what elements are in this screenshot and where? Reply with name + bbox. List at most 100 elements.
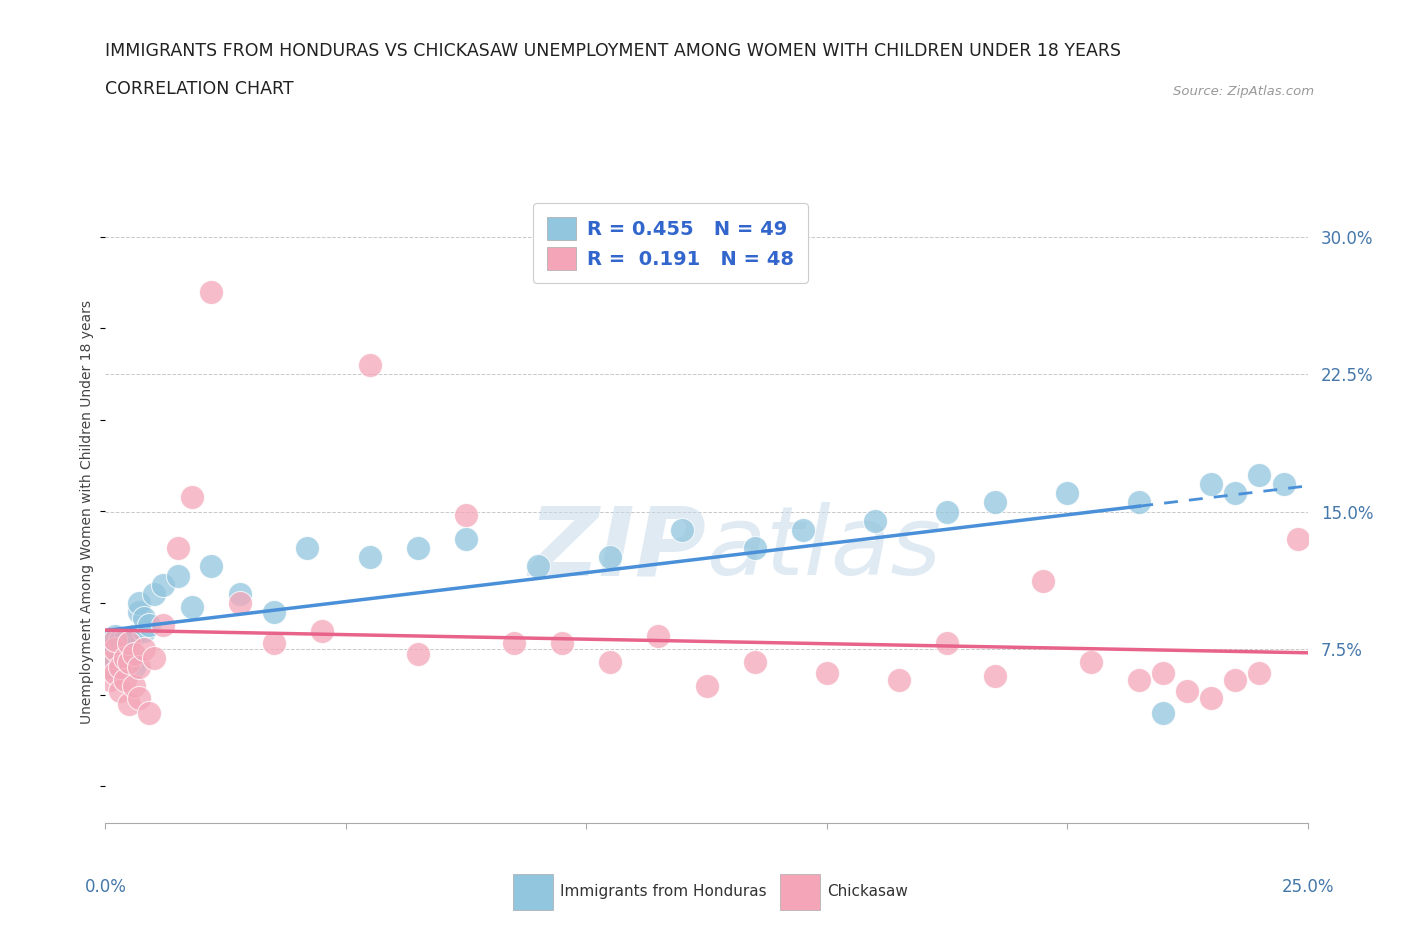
- Point: [166, 568, 188, 583]
- Point: [1201, 476, 1223, 491]
- Point: [647, 629, 669, 644]
- Point: [454, 532, 477, 547]
- Point: [152, 618, 174, 632]
- Point: [118, 636, 141, 651]
- Text: Chickasaw: Chickasaw: [827, 884, 908, 899]
- Point: [671, 523, 693, 538]
- Point: [132, 642, 155, 657]
- Point: [454, 508, 477, 523]
- Point: [200, 285, 222, 299]
- Point: [118, 651, 141, 666]
- Point: [98, 636, 121, 651]
- Text: Immigrants from Honduras: Immigrants from Honduras: [560, 884, 766, 899]
- Point: [132, 623, 155, 638]
- Point: [744, 540, 766, 555]
- Point: [104, 642, 127, 657]
- Text: 0.0%: 0.0%: [84, 878, 127, 896]
- Point: [114, 647, 136, 662]
- Point: [128, 604, 150, 619]
- Point: [263, 604, 285, 619]
- Point: [229, 596, 252, 611]
- Point: [1056, 485, 1078, 500]
- Point: [263, 636, 285, 651]
- Point: [887, 672, 910, 687]
- Point: [108, 636, 131, 651]
- Point: [108, 684, 131, 698]
- Point: [138, 706, 160, 721]
- Point: [118, 697, 141, 711]
- Point: [114, 672, 136, 687]
- Point: [406, 540, 429, 555]
- Point: [114, 651, 136, 666]
- Point: [297, 540, 319, 555]
- Point: [984, 495, 1007, 510]
- Point: [551, 636, 574, 651]
- Point: [744, 655, 766, 670]
- Point: [98, 655, 121, 670]
- Point: [1225, 485, 1247, 500]
- Point: [124, 660, 146, 675]
- Point: [1201, 691, 1223, 706]
- Point: [359, 357, 381, 372]
- Point: [114, 655, 136, 670]
- Point: [984, 669, 1007, 684]
- Point: [406, 647, 429, 662]
- Point: [696, 678, 718, 693]
- Point: [138, 618, 160, 632]
- Point: [98, 672, 121, 687]
- Text: ZIP: ZIP: [529, 502, 707, 595]
- Point: [181, 599, 204, 614]
- Point: [108, 632, 131, 647]
- Point: [128, 596, 150, 611]
- Point: [98, 647, 121, 662]
- Point: [1249, 468, 1271, 483]
- Text: Source: ZipAtlas.com: Source: ZipAtlas.com: [1174, 85, 1315, 98]
- Point: [599, 655, 621, 670]
- Point: [152, 578, 174, 592]
- Point: [104, 632, 127, 647]
- Point: [599, 550, 621, 565]
- Point: [1225, 672, 1247, 687]
- Point: [104, 665, 127, 680]
- Point: [118, 642, 141, 657]
- Point: [359, 550, 381, 565]
- Text: 25.0%: 25.0%: [1281, 878, 1334, 896]
- Text: IMMIGRANTS FROM HONDURAS VS CHICKASAW UNEMPLOYMENT AMONG WOMEN WITH CHILDREN UND: IMMIGRANTS FROM HONDURAS VS CHICKASAW UN…: [105, 43, 1122, 60]
- Point: [503, 636, 526, 651]
- Point: [527, 559, 550, 574]
- Point: [104, 642, 127, 657]
- Y-axis label: Unemployment Among Women with Children Under 18 years: Unemployment Among Women with Children U…: [80, 299, 94, 724]
- Point: [128, 691, 150, 706]
- Point: [166, 540, 188, 555]
- Point: [108, 660, 131, 675]
- Point: [128, 660, 150, 675]
- Point: [1152, 706, 1174, 721]
- Point: [108, 651, 131, 666]
- Text: CORRELATION CHART: CORRELATION CHART: [105, 80, 294, 98]
- Point: [142, 651, 165, 666]
- Point: [1175, 684, 1198, 698]
- Point: [1032, 574, 1054, 589]
- Legend: R = 0.455   N = 49, R =  0.191   N = 48: R = 0.455 N = 49, R = 0.191 N = 48: [533, 204, 808, 284]
- Point: [118, 655, 141, 670]
- Point: [1249, 665, 1271, 680]
- Point: [311, 623, 333, 638]
- Point: [124, 629, 146, 644]
- Point: [118, 636, 141, 651]
- Point: [1080, 655, 1102, 670]
- Point: [1128, 672, 1150, 687]
- Point: [181, 489, 204, 504]
- Point: [229, 587, 252, 602]
- Text: atlas: atlas: [707, 502, 942, 595]
- Point: [114, 632, 136, 647]
- Point: [863, 513, 886, 528]
- Point: [124, 647, 146, 662]
- Point: [200, 559, 222, 574]
- Point: [132, 610, 155, 625]
- Point: [104, 655, 127, 670]
- Point: [936, 504, 959, 519]
- Point: [1286, 532, 1309, 547]
- Point: [142, 587, 165, 602]
- Point: [1272, 476, 1295, 491]
- Point: [124, 678, 146, 693]
